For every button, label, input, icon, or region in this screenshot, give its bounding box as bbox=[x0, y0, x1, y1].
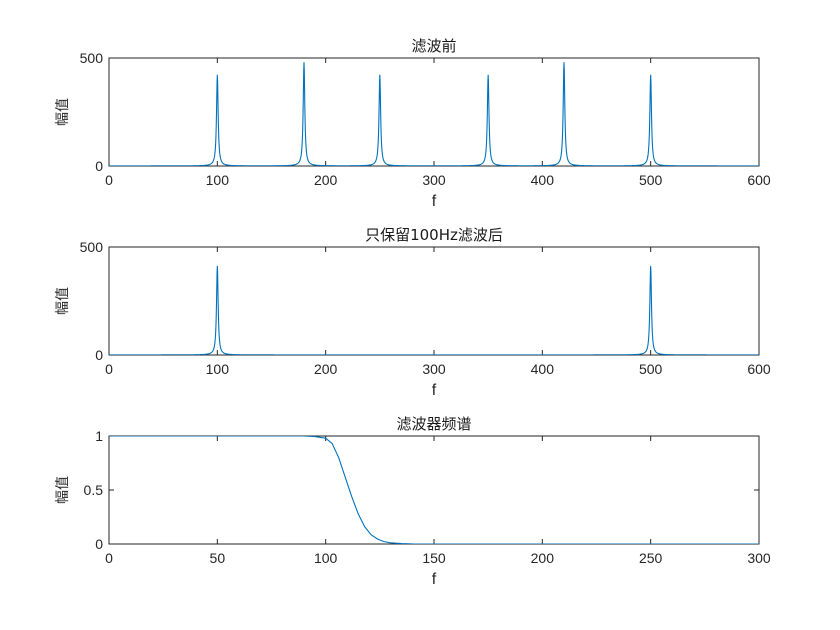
x-tick-label: 300 bbox=[422, 172, 446, 188]
x-tick-label: 400 bbox=[531, 172, 555, 188]
x-tick-label: 300 bbox=[422, 361, 446, 377]
x-tick-label: 300 bbox=[747, 550, 771, 566]
chart-panel-filter-spectrum: 0 50 100 150 200 250 300 0 0.5 1 滤波器频谱 f 幅值 bbox=[55, 415, 771, 588]
x-tick-label: 500 bbox=[639, 361, 663, 377]
series-line bbox=[109, 62, 759, 166]
x-tick-label: 100 bbox=[314, 550, 338, 566]
chart-panel-after-filter: 0 100 200 300 400 500 600 0 500 只保留100Hz滤波后 f 幅值 bbox=[55, 226, 771, 399]
x-axis-label: f bbox=[432, 382, 437, 399]
y-axis-label: 幅值 bbox=[55, 98, 71, 126]
x-tick-label: 100 bbox=[206, 172, 230, 188]
series-line bbox=[109, 436, 759, 544]
x-axis-label: f bbox=[432, 571, 437, 588]
x-tick-label: 0 bbox=[105, 361, 113, 377]
y-tick-label: 500 bbox=[80, 50, 104, 66]
chart-panel-before-filter: 0 100 200 300 400 500 600 0 500 滤波前 f 幅值 bbox=[55, 37, 771, 210]
x-axis-label: f bbox=[432, 193, 437, 210]
y-tick-label: 0 bbox=[95, 347, 103, 363]
y-tick-label: 1 bbox=[95, 428, 103, 444]
x-tick-label: 100 bbox=[206, 361, 230, 377]
x-tick-label: 200 bbox=[314, 361, 338, 377]
y-axis-label: 幅值 bbox=[55, 287, 71, 315]
series-line bbox=[109, 265, 759, 355]
y-tick-label: 0.5 bbox=[84, 482, 104, 498]
x-tick-label: 400 bbox=[531, 361, 555, 377]
chart-title: 滤波前 bbox=[411, 37, 456, 55]
plot-area bbox=[108, 246, 760, 356]
x-tick-label: 250 bbox=[639, 550, 663, 566]
x-tick-label: 600 bbox=[747, 361, 771, 377]
chart-title: 滤波器频谱 bbox=[396, 415, 471, 433]
y-axis-label: 幅值 bbox=[55, 476, 71, 504]
x-tick-label: 0 bbox=[105, 550, 113, 566]
chart-title: 只保留100Hz滤波后 bbox=[365, 226, 503, 244]
y-tick-label: 0 bbox=[95, 536, 103, 552]
y-tick-label: 0 bbox=[95, 158, 103, 174]
x-tick-label: 150 bbox=[422, 550, 446, 566]
x-tick-label: 600 bbox=[747, 172, 771, 188]
x-tick-label: 500 bbox=[639, 172, 663, 188]
x-tick-label: 50 bbox=[210, 550, 226, 566]
plot-area bbox=[108, 435, 760, 545]
plot-area bbox=[108, 57, 760, 167]
x-tick-label: 200 bbox=[314, 172, 338, 188]
x-tick-label: 200 bbox=[531, 550, 555, 566]
x-tick-label: 0 bbox=[105, 172, 113, 188]
y-tick-label: 500 bbox=[80, 239, 104, 255]
